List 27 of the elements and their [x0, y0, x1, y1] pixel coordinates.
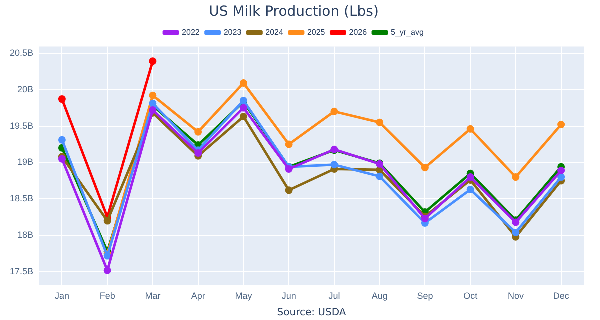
x-tick-label: May: [235, 291, 253, 302]
x-tick-label: Oct: [464, 291, 478, 302]
source-note: Source: USDA: [277, 308, 346, 319]
legend-label: 5_yr_avg: [391, 28, 424, 38]
x-tick-label: Nov: [508, 291, 524, 302]
legend-label: 2024: [266, 28, 284, 38]
y-tick-label: 19.5B: [10, 120, 34, 131]
legend-label: 2023: [224, 28, 242, 38]
y-tick-label: 18B: [18, 230, 34, 240]
legend-label: 2022: [182, 28, 200, 38]
x-tick-label: Sep: [417, 291, 434, 302]
y-tick-label: 20.5B: [10, 48, 34, 58]
x-tick-label: Feb: [100, 291, 116, 302]
x-tick-label: Mar: [145, 291, 161, 302]
x-tick-label: Dec: [553, 291, 570, 302]
x-tick-label: Jul: [328, 291, 340, 302]
x-tick-label: Aug: [372, 291, 388, 302]
x-tick-label: Apr: [191, 291, 206, 302]
x-tick-label: Jun: [282, 291, 296, 302]
chart-title: US Milk Production (Lbs): [209, 4, 379, 20]
x-tick-label: Jan: [54, 291, 70, 302]
y-tick-label: 20B: [18, 84, 34, 94]
legend-label: 2025: [307, 28, 326, 38]
legend-label: 2026: [349, 28, 368, 38]
y-tick-label: 19B: [18, 157, 34, 168]
y-tick-label: 18.5B: [10, 194, 34, 204]
y-tick-label: 17.5B: [10, 266, 34, 277]
